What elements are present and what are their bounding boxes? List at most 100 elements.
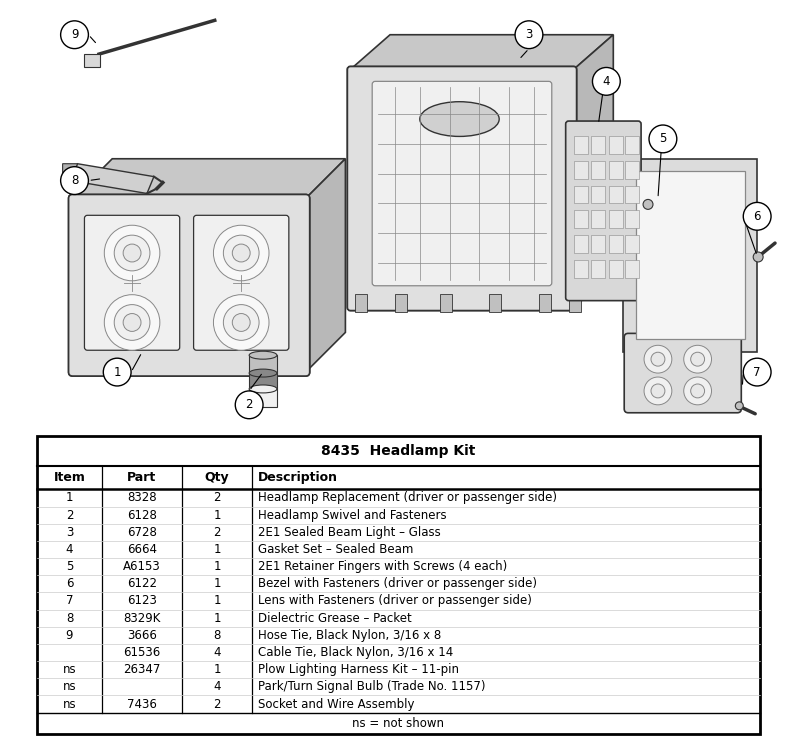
Bar xyxy=(573,260,588,278)
FancyBboxPatch shape xyxy=(624,333,741,413)
Text: 4: 4 xyxy=(213,646,220,659)
Bar xyxy=(489,294,501,312)
Circle shape xyxy=(643,200,653,209)
Circle shape xyxy=(103,358,131,386)
Text: 1: 1 xyxy=(213,560,220,573)
Text: 5: 5 xyxy=(66,560,73,573)
Text: 6: 6 xyxy=(753,210,761,223)
Text: 2: 2 xyxy=(66,508,73,522)
FancyBboxPatch shape xyxy=(68,194,310,376)
Bar xyxy=(395,294,407,312)
Text: Park/Turn Signal Bulb (Trade No. 1157): Park/Turn Signal Bulb (Trade No. 1157) xyxy=(258,680,485,693)
Circle shape xyxy=(232,244,250,262)
Text: 6128: 6128 xyxy=(127,508,157,522)
Text: ns: ns xyxy=(63,680,76,693)
Text: 3: 3 xyxy=(66,526,73,539)
Circle shape xyxy=(515,21,543,49)
Text: 1: 1 xyxy=(213,611,220,625)
Circle shape xyxy=(651,384,665,398)
Circle shape xyxy=(644,377,672,405)
Text: Part: Part xyxy=(128,471,157,484)
Bar xyxy=(609,136,623,154)
FancyBboxPatch shape xyxy=(372,82,552,286)
Circle shape xyxy=(691,352,705,366)
Circle shape xyxy=(735,402,743,410)
Text: Plow Lighting Harness Kit – 11-pin: Plow Lighting Harness Kit – 11-pin xyxy=(258,663,459,676)
Text: 2: 2 xyxy=(213,526,220,539)
Text: ns = not shown: ns = not shown xyxy=(353,717,445,730)
Text: 2: 2 xyxy=(213,491,220,505)
Bar xyxy=(609,186,623,203)
Circle shape xyxy=(684,345,711,373)
Circle shape xyxy=(60,21,88,49)
Text: 4: 4 xyxy=(213,680,220,693)
Circle shape xyxy=(114,305,150,341)
Text: 7: 7 xyxy=(66,594,73,608)
Bar xyxy=(592,260,605,278)
Circle shape xyxy=(213,226,269,280)
Circle shape xyxy=(651,352,665,366)
Text: 61536: 61536 xyxy=(124,646,161,659)
Bar xyxy=(625,260,639,278)
Bar xyxy=(592,161,605,179)
Polygon shape xyxy=(72,159,346,198)
Bar xyxy=(592,186,605,203)
Bar xyxy=(573,161,588,179)
Text: 8: 8 xyxy=(71,174,79,187)
Bar xyxy=(84,53,101,68)
FancyBboxPatch shape xyxy=(193,215,289,350)
Circle shape xyxy=(60,167,88,194)
Text: 1: 1 xyxy=(213,543,220,556)
Circle shape xyxy=(123,314,141,332)
Circle shape xyxy=(743,203,771,230)
FancyBboxPatch shape xyxy=(84,215,180,350)
Text: Dielectric Grease – Packet: Dielectric Grease – Packet xyxy=(258,611,412,625)
FancyBboxPatch shape xyxy=(565,121,641,301)
Text: 6664: 6664 xyxy=(127,543,157,556)
Polygon shape xyxy=(636,171,745,339)
Bar xyxy=(249,355,277,373)
Ellipse shape xyxy=(419,102,500,137)
Text: 1: 1 xyxy=(66,491,73,505)
Text: 8328: 8328 xyxy=(127,491,157,505)
Circle shape xyxy=(649,125,676,153)
Text: A6153: A6153 xyxy=(123,560,161,573)
Circle shape xyxy=(105,295,160,350)
Text: 8435  Headlamp Kit: 8435 Headlamp Kit xyxy=(321,444,476,458)
FancyBboxPatch shape xyxy=(347,67,577,311)
Text: Lens with Fasteners (driver or passenger side): Lens with Fasteners (driver or passenger… xyxy=(258,594,532,608)
Text: Hose Tie, Black Nylon, 3/16 x 8: Hose Tie, Black Nylon, 3/16 x 8 xyxy=(258,628,441,642)
Polygon shape xyxy=(623,159,757,352)
Polygon shape xyxy=(63,164,78,185)
Text: 2E1 Sealed Beam Light – Glass: 2E1 Sealed Beam Light – Glass xyxy=(258,526,441,539)
Text: 2: 2 xyxy=(245,398,253,411)
Circle shape xyxy=(105,226,160,280)
Circle shape xyxy=(232,314,250,332)
Text: 6: 6 xyxy=(66,577,73,591)
Text: Gasket Set – Sealed Beam: Gasket Set – Sealed Beam xyxy=(258,543,413,556)
Bar xyxy=(573,186,588,203)
Text: 1: 1 xyxy=(213,663,220,676)
Bar xyxy=(625,235,639,253)
Bar xyxy=(592,136,605,154)
Text: 6123: 6123 xyxy=(127,594,157,608)
Bar xyxy=(355,294,367,312)
Text: Headlamp Replacement (driver or passenger side): Headlamp Replacement (driver or passenge… xyxy=(258,491,557,505)
Text: Socket and Wire Assembly: Socket and Wire Assembly xyxy=(258,697,415,711)
Bar xyxy=(592,210,605,229)
Bar xyxy=(539,294,551,312)
Text: 8329K: 8329K xyxy=(124,611,161,625)
Circle shape xyxy=(684,377,711,405)
Text: 9: 9 xyxy=(71,28,79,42)
Polygon shape xyxy=(71,164,154,194)
Text: 3666: 3666 xyxy=(127,628,157,642)
Text: 5: 5 xyxy=(659,132,667,145)
Circle shape xyxy=(123,244,141,262)
Bar xyxy=(625,136,639,154)
Bar xyxy=(609,210,623,229)
Ellipse shape xyxy=(249,385,277,393)
Text: Bezel with Fasteners (driver or passenger side): Bezel with Fasteners (driver or passenge… xyxy=(258,577,537,591)
Text: 1: 1 xyxy=(113,366,121,378)
Text: ns: ns xyxy=(63,663,76,676)
Ellipse shape xyxy=(249,369,277,377)
